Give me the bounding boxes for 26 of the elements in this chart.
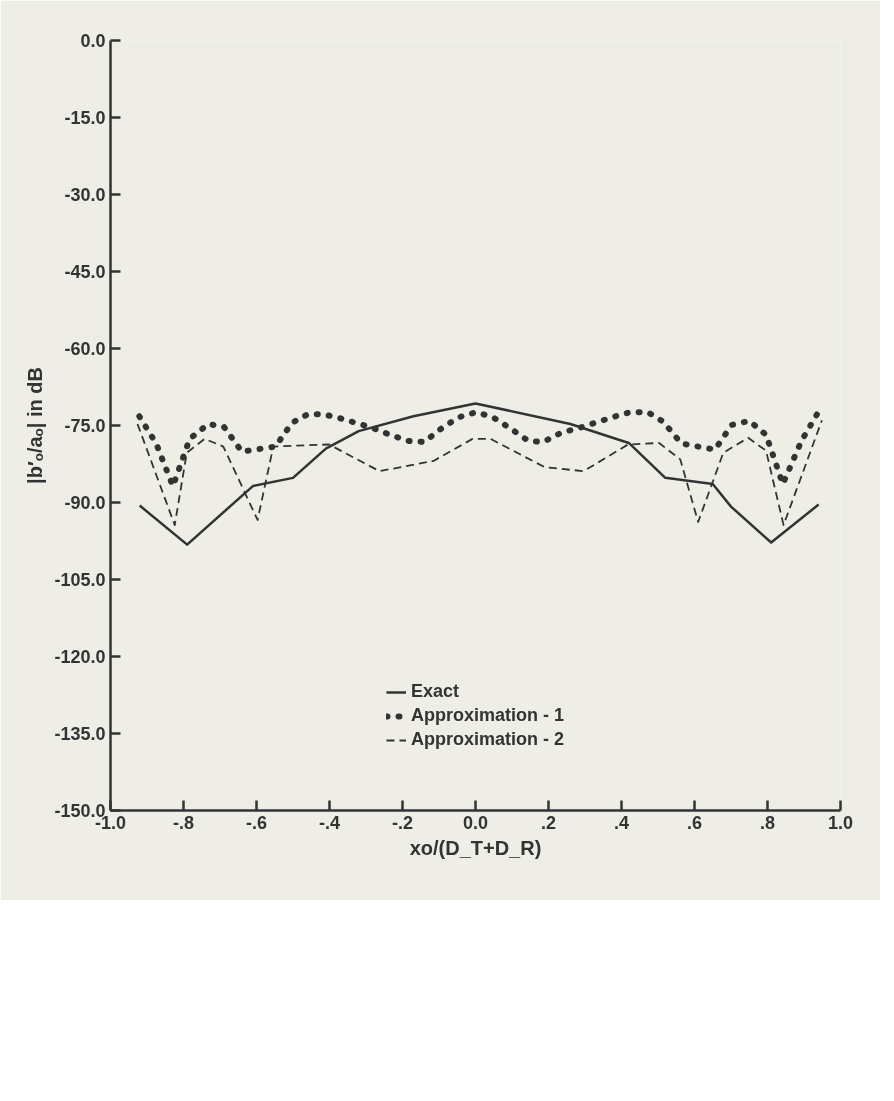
y-axis-title: |b′ₒ/aₒ| in dB	[24, 367, 47, 484]
legend-label: Approximation - 2	[410, 729, 565, 750]
y-tick-label: -90.0	[64, 493, 106, 513]
legend-label: Approximation - 1	[410, 705, 565, 726]
y-tick-label: -105.0	[54, 570, 106, 590]
x-tick-label: 1.0	[827, 812, 854, 833]
x-tick-label: .2	[540, 812, 557, 833]
x-tick-label: -.6	[246, 812, 268, 833]
y-tick-label: -15.0	[64, 108, 106, 128]
x-tick-label: 0.0	[462, 812, 489, 833]
x-tick-label: .8	[759, 812, 776, 833]
y-tick-label: 0.0	[80, 31, 106, 51]
y-tick-label: -60.0	[64, 339, 106, 359]
x-tick-label: .4	[613, 812, 630, 833]
line-series	[138, 402, 820, 546]
x-tick-label: -.4	[319, 812, 341, 833]
y-tick-label: -135.0	[54, 724, 106, 744]
y-tick-label: -120.0	[54, 647, 106, 667]
x-tick-label: -.2	[392, 812, 414, 833]
x-tick-label: .6	[686, 812, 703, 833]
x-axis-title: xo/(D_T+D_R)	[409, 836, 542, 859]
x-tick-label: -.8	[173, 812, 195, 833]
y-tick-label: -45.0	[64, 262, 106, 282]
legend-label: Exact	[410, 681, 460, 702]
y-tick-label: -75.0	[64, 416, 106, 436]
y-tick-label: -30.0	[64, 185, 106, 205]
